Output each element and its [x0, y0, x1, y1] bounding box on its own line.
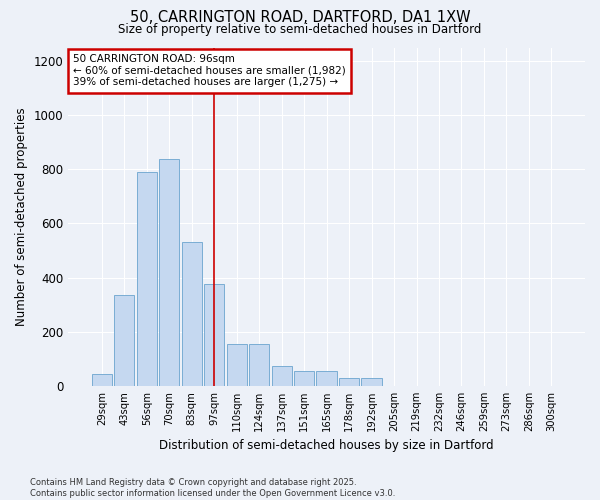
Bar [137, 172, 157, 386]
Text: 50, CARRINGTON ROAD, DARTFORD, DA1 1XW: 50, CARRINGTON ROAD, DARTFORD, DA1 1XW [130, 10, 470, 25]
Text: Contains HM Land Registry data © Crown copyright and database right 2025.
Contai: Contains HM Land Registry data © Crown c… [30, 478, 395, 498]
Bar [316, 371, 337, 386]
Bar [249, 344, 269, 386]
Text: Size of property relative to semi-detached houses in Dartford: Size of property relative to semi-detach… [118, 22, 482, 36]
Y-axis label: Number of semi-detached properties: Number of semi-detached properties [15, 108, 28, 326]
Bar [159, 158, 179, 386]
Bar [204, 284, 224, 386]
Bar [114, 295, 134, 386]
Bar [272, 366, 292, 386]
Bar [294, 371, 314, 386]
Bar [227, 344, 247, 386]
Bar [339, 378, 359, 386]
Bar [92, 374, 112, 386]
Bar [361, 378, 382, 386]
Bar [182, 242, 202, 386]
X-axis label: Distribution of semi-detached houses by size in Dartford: Distribution of semi-detached houses by … [159, 440, 494, 452]
Text: 50 CARRINGTON ROAD: 96sqm
← 60% of semi-detached houses are smaller (1,982)
39% : 50 CARRINGTON ROAD: 96sqm ← 60% of semi-… [73, 54, 346, 88]
